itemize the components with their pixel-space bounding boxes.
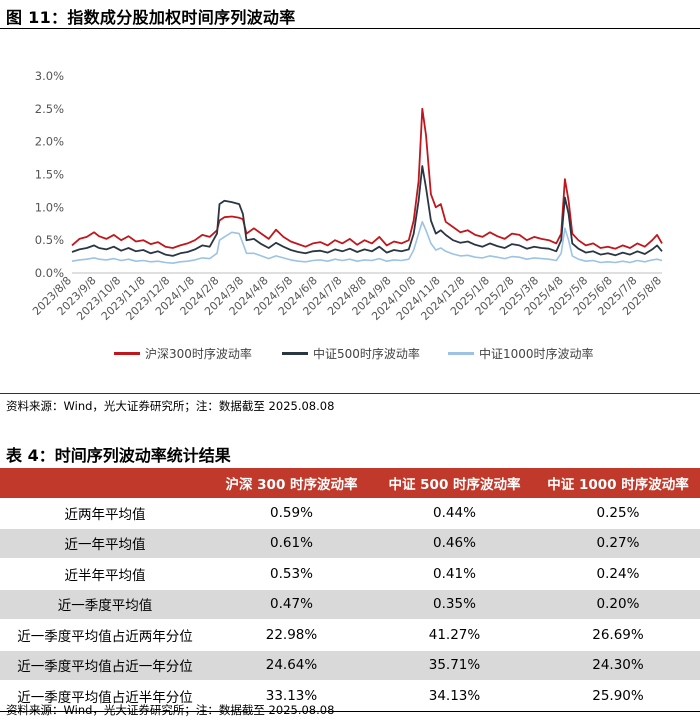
figure-source-note: 资料来源：Wind，光大证券研究所；注：数据截至 2025.08.08: [6, 399, 335, 413]
cell-zz1000: 25.90%: [536, 680, 700, 712]
cell-zz1000: 0.24%: [536, 558, 700, 590]
chart-legend: 沪深300时序波动率 中证500时序波动率 中证1000时序波动率: [0, 345, 700, 363]
legend-line-hs300: [114, 352, 140, 355]
y-tick-label: 0.5%: [35, 233, 64, 247]
cell-hs300: 0.61%: [210, 528, 373, 559]
legend-item-zz500: 中证500时序波动率: [282, 345, 420, 362]
cell-zz1000: 0.20%: [536, 589, 700, 620]
row-label: 近一季度平均值占近两年分位: [0, 619, 210, 651]
row-label: 近两年平均值: [0, 498, 210, 529]
cell-zz500: 0.35%: [373, 589, 536, 620]
cell-zz1000: 26.69%: [536, 619, 700, 651]
header-zz500: 中证 500 时序波动率: [373, 468, 536, 498]
table-header-row: 沪深 300 时序波动率 中证 500 时序波动率 中证 1000 时序波动率: [0, 468, 700, 498]
table-row: 近两年平均值 0.59% 0.44% 0.25%: [0, 498, 700, 529]
legend-line-zz1000: [448, 352, 474, 355]
legend-line-zz500: [282, 352, 308, 355]
cell-zz500: 0.44%: [373, 498, 536, 529]
y-tick-label: 2.0%: [35, 135, 64, 149]
cell-zz500: 0.41%: [373, 558, 536, 590]
cell-zz1000: 0.25%: [536, 498, 700, 529]
table-row: 近一年平均值 0.61% 0.46% 0.27%: [0, 528, 700, 559]
header-empty: [0, 468, 210, 498]
cell-hs300: 22.98%: [210, 619, 373, 651]
figure-title: 图 11：指数成分股加权时间序列波动率: [6, 8, 296, 27]
header-hs300: 沪深 300 时序波动率: [210, 468, 373, 498]
cell-zz1000: 0.27%: [536, 528, 700, 559]
cell-hs300: 24.64%: [210, 650, 373, 681]
volatility-stats-table: 沪深 300 时序波动率 中证 500 时序波动率 中证 1000 时序波动率 …: [0, 468, 700, 712]
row-label: 近一季度平均值占近一年分位: [0, 650, 210, 681]
cell-hs300: 33.13%: [210, 680, 373, 712]
y-tick-label: 2.5%: [35, 102, 64, 116]
legend-label-zz500: 中证500时序波动率: [313, 347, 420, 361]
cell-zz500: 34.13%: [373, 680, 536, 712]
figure-title-rule: [0, 28, 700, 29]
series-line-hs300: [71, 107, 663, 250]
series-layer: [71, 107, 663, 264]
row-label: 近一年平均值: [0, 528, 210, 559]
cell-hs300: 0.47%: [210, 589, 373, 620]
cell-zz500: 35.71%: [373, 650, 536, 681]
cell-zz500: 41.27%: [373, 619, 536, 651]
x-axis: 2023/8/82023/9/82023/10/82023/11/82023/1…: [30, 272, 664, 323]
legend-item-hs300: 沪深300时序波动率: [114, 345, 252, 362]
y-tick-label: 1.0%: [35, 200, 64, 214]
table-row: 近一季度平均值 0.47% 0.35% 0.20%: [0, 589, 700, 620]
cell-zz1000: 24.30%: [536, 650, 700, 681]
table-row: 近一季度平均值占近一年分位 24.64% 35.71% 24.30%: [0, 650, 700, 681]
table-title: 表 4：时间序列波动率统计结果: [6, 446, 231, 465]
row-label: 近半年平均值: [0, 558, 210, 590]
table-row: 近一季度平均值占近半年分位 33.13% 34.13% 25.90%: [0, 680, 700, 712]
series-line-zz500: [71, 165, 663, 257]
cell-zz500: 0.46%: [373, 528, 536, 559]
table-source-note: 资料来源：Wind，光大证券研究所；注：数据截至 2025.08.08: [6, 703, 335, 717]
series-line-zz1000: [71, 221, 663, 264]
y-tick-label: 1.5%: [35, 168, 64, 182]
legend-label-hs300: 沪深300时序波动率: [145, 347, 252, 361]
cell-hs300: 0.53%: [210, 558, 373, 590]
y-tick-label: 0.0%: [35, 266, 64, 280]
header-zz1000: 中证 1000 时序波动率: [536, 468, 700, 498]
legend-label-zz1000: 中证1000时序波动率: [479, 347, 594, 361]
legend-item-zz1000: 中证1000时序波动率: [448, 345, 594, 362]
row-label: 近一季度平均值占近半年分位: [0, 680, 210, 712]
cell-hs300: 0.59%: [210, 498, 373, 529]
figure-bottom-rule: [0, 393, 700, 394]
y-axis: 0.0% 0.5% 1.0% 1.5% 2.0% 2.5% 3.0%: [35, 69, 64, 280]
y-tick-label: 3.0%: [35, 69, 64, 83]
table-row: 近一季度平均值占近两年分位 22.98% 41.27% 26.69%: [0, 619, 700, 651]
row-label: 近一季度平均值: [0, 589, 210, 620]
volatility-line-chart: 0.0% 0.5% 1.0% 1.5% 2.0% 2.5% 3.0% 2023/8/8202…: [30, 69, 664, 323]
table-row: 近半年平均值 0.53% 0.41% 0.24%: [0, 558, 700, 590]
